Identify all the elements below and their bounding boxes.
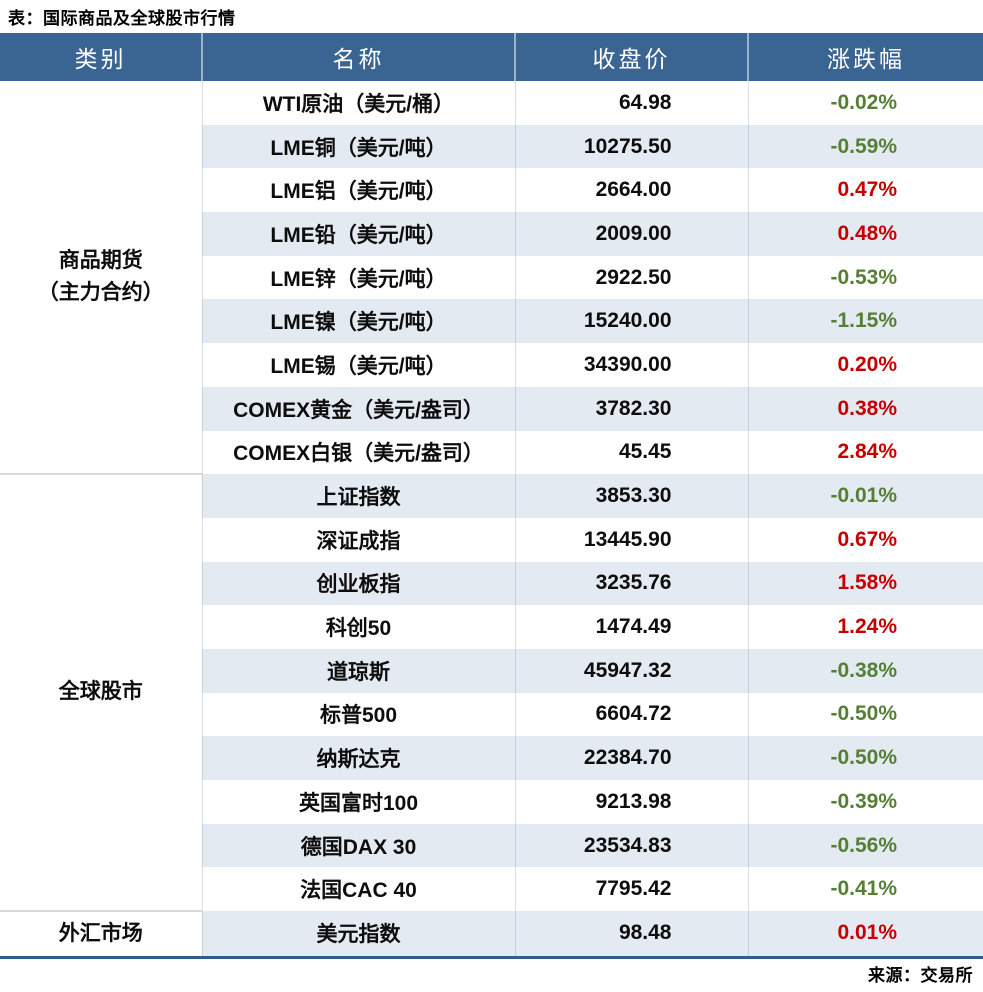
table-body: 商品期货 （主力合约） WTI原油（美元/桶） 64.98 -0.02% LME铜（美元/… [0,81,983,958]
closing-price: 45.45 [514,430,748,475]
change-percent: -1.15% [747,299,983,344]
instrument-name: 美元指数 [201,911,515,958]
instrument-name: 道琼斯 [201,648,515,693]
header-category: 类别 [0,33,202,81]
closing-price: 2009.00 [514,212,748,256]
change-percent: 0.38% [747,386,983,431]
closing-price: 34390.00 [514,343,748,387]
closing-price: 2922.50 [514,255,748,300]
change-percent: -0.56% [747,823,983,868]
closing-price: 45947.32 [514,648,748,693]
change-percent: 1.24% [747,605,983,649]
closing-price: 3782.30 [514,386,748,431]
closing-price: 13445.90 [514,517,748,562]
closing-price: 7795.42 [514,867,748,912]
change-percent: 0.47% [747,168,983,213]
closing-price: 9213.98 [514,780,748,824]
instrument-name: 法国CAC 40 [201,867,515,912]
table-row: 英国富时100 9213.98 -0.39% [0,780,983,824]
table-row: COMEX白银（美元/盎司） 45.45 2.84% [0,430,983,475]
header-row: 类别 名称 收盘价 涨跌幅 [0,33,983,81]
table-row: LME铜（美元/吨） 10275.50 -0.59% [0,124,983,169]
market-table: 类别 名称 收盘价 涨跌幅 商品期货 （主力合约） WTI原油（美元/桶） 64.98… [0,33,983,959]
closing-price: 1474.49 [514,605,748,649]
change-percent: 0.20% [747,343,983,387]
instrument-name: COMEX黄金（美元/盎司） [201,386,515,431]
closing-price: 2664.00 [514,168,748,213]
instrument-name: LME铝（美元/吨） [201,168,515,213]
category-line: （主力合约） [37,281,164,305]
table-row: 德国DAX 30 23534.83 -0.56% [0,823,983,868]
change-percent: -0.01% [747,474,983,518]
change-percent: -0.50% [747,692,983,737]
table-header: 类别 名称 收盘价 涨跌幅 [0,33,983,81]
category-line: 全球股市 [58,680,143,704]
source-note: 来源：交易所 [868,966,973,985]
instrument-name: 创业板指 [201,561,515,606]
closing-price: 15240.00 [514,299,748,344]
instrument-name: LME铜（美元/吨） [201,124,515,169]
table-row: 深证成指 13445.90 0.67% [0,517,983,562]
table-row: COMEX黄金（美元/盎司） 3782.30 0.38% [0,386,983,431]
instrument-name: 深证成指 [201,517,515,562]
instrument-name: 英国富时100 [201,780,515,824]
change-percent: -0.41% [747,867,983,912]
change-percent: 0.48% [747,212,983,256]
closing-price: 23534.83 [514,823,748,868]
header-change: 涨跌幅 [747,33,983,81]
table-row: 标普500 6604.72 -0.50% [0,692,983,737]
category-cell: 商品期货 （主力合约） [0,81,202,475]
instrument-name: COMEX白银（美元/盎司） [201,430,515,475]
table-row: LME锌（美元/吨） 2922.50 -0.53% [0,255,983,300]
closing-price: 22384.70 [514,736,748,780]
table-row: 纳斯达克 22384.70 -0.50% [0,736,983,780]
change-percent: 0.01% [747,911,983,958]
table-title: 表：国际商品及全球股市行情 [8,9,236,28]
table-row: 创业板指 3235.76 1.58% [0,561,983,606]
instrument-name: 纳斯达克 [201,736,515,780]
table-row: 全球股市 上证指数 3853.30 -0.01% [0,473,983,912]
instrument-name: LME铅（美元/吨） [201,212,515,256]
change-percent: 2.84% [747,430,983,475]
closing-price: 3853.30 [514,474,748,518]
instrument-name: 德国DAX 30 [201,823,515,868]
change-percent: -0.53% [747,255,983,300]
instrument-name: LME锡（美元/吨） [201,343,515,387]
table-row: 法国CAC 40 7795.42 -0.41% [0,867,983,912]
closing-price: 3235.76 [514,561,748,606]
table-row: 外汇市场 美元指数 98.48 0.01% [0,910,983,958]
instrument-name: 标普500 [201,692,515,737]
instrument-name: LME锌（美元/吨） [201,255,515,300]
category-cell: 全球股市 [0,473,202,912]
instrument-name: 科创50 [201,605,515,649]
closing-price: 6604.72 [514,692,748,737]
instrument-name: LME镍（美元/吨） [201,299,515,344]
change-percent: -0.50% [747,736,983,780]
change-percent: 1.58% [747,561,983,606]
category-cell: 外汇市场 [0,910,202,958]
header-name: 名称 [201,33,515,81]
table-row: 科创50 1474.49 1.24% [0,605,983,649]
change-percent: -0.39% [747,780,983,824]
table-row: 商品期货 （主力合约） WTI原油（美元/桶） 64.98 -0.02% [0,81,983,475]
closing-price: 10275.50 [514,124,748,169]
table-row: LME铅（美元/吨） 2009.00 0.48% [0,212,983,256]
instrument-name: WTI原油（美元/桶） [201,81,515,125]
instrument-name: 上证指数 [201,474,515,518]
change-percent: -0.59% [747,124,983,169]
table-row: 道琼斯 45947.32 -0.38% [0,648,983,693]
table-row: LME锡（美元/吨） 34390.00 0.20% [0,343,983,387]
change-percent: 0.67% [747,517,983,562]
table-row: LME镍（美元/吨） 15240.00 -1.15% [0,299,983,344]
category-line: 商品期货 [58,248,143,272]
closing-price: 98.48 [514,911,748,958]
change-percent: -0.38% [747,648,983,693]
change-percent: -0.02% [747,81,983,125]
category-line: 外汇市场 [58,921,143,945]
table-row: LME铝（美元/吨） 2664.00 0.47% [0,168,983,213]
header-close: 收盘价 [514,33,748,81]
closing-price: 64.98 [514,81,748,125]
